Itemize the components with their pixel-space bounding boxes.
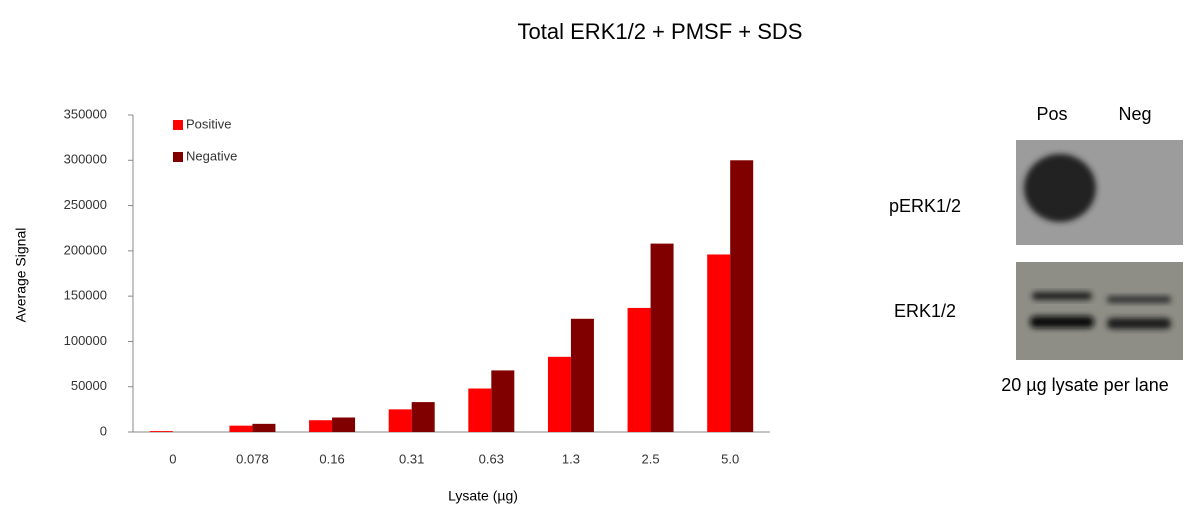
legend-swatch [173, 120, 183, 130]
x-axis-label: Lysate (µg) [448, 488, 518, 504]
bar [388, 409, 412, 432]
bar [252, 423, 276, 432]
bar [707, 254, 731, 432]
bar [570, 318, 594, 432]
band [1032, 292, 1092, 300]
band [1107, 296, 1171, 303]
y-tick-label: 300000 [64, 152, 107, 167]
bar [650, 243, 674, 432]
blot: Pos Neg pERK1/2 ERK1/2 20 µg lysate per … [889, 104, 1183, 395]
y-axis-label: Average Signal [13, 228, 29, 323]
x-tick-label: 1.3 [562, 451, 580, 466]
bar [730, 160, 754, 433]
row-label: pERK1/2 [889, 196, 961, 216]
x-tick-label: 0.16 [319, 451, 344, 466]
band [1107, 318, 1171, 329]
y-tick-label: 0 [100, 423, 107, 438]
y-tick-label: 100000 [64, 333, 107, 348]
legend-label: Positive [186, 116, 232, 131]
band [1030, 316, 1094, 328]
y-tick-label: 250000 [64, 197, 107, 212]
bar [491, 370, 515, 432]
lane-label: Neg [1118, 104, 1151, 124]
caption: 20 µg lysate per lane [1001, 375, 1168, 395]
lane-label: Pos [1036, 104, 1067, 124]
x-tick-label: 0 [169, 451, 176, 466]
y-tick-label: 200000 [64, 242, 107, 257]
blot-panel [1016, 262, 1183, 360]
x-tick-label: 0.31 [399, 451, 424, 466]
x-tick-label: 0.078 [236, 451, 269, 466]
y-tick-label: 50000 [71, 378, 107, 393]
x-tick-label: 5.0 [721, 451, 739, 466]
bar [547, 356, 571, 432]
bar [627, 307, 651, 432]
bar [309, 420, 333, 432]
bar [229, 425, 253, 432]
y-tick-label: 150000 [64, 288, 107, 303]
y-tick-label: 350000 [64, 106, 107, 121]
bar [332, 417, 356, 432]
chart-title: Total ERK1/2 + PMSF + SDS [518, 19, 803, 44]
bar [468, 388, 492, 432]
bar [149, 431, 173, 432]
band [1024, 154, 1096, 222]
x-tick-label: 2.5 [642, 451, 660, 466]
row-label: ERK1/2 [894, 301, 956, 321]
legend-label: Negative [186, 148, 237, 163]
x-tick-label: 0.63 [479, 451, 504, 466]
legend-swatch [173, 152, 183, 162]
bar [411, 402, 435, 432]
